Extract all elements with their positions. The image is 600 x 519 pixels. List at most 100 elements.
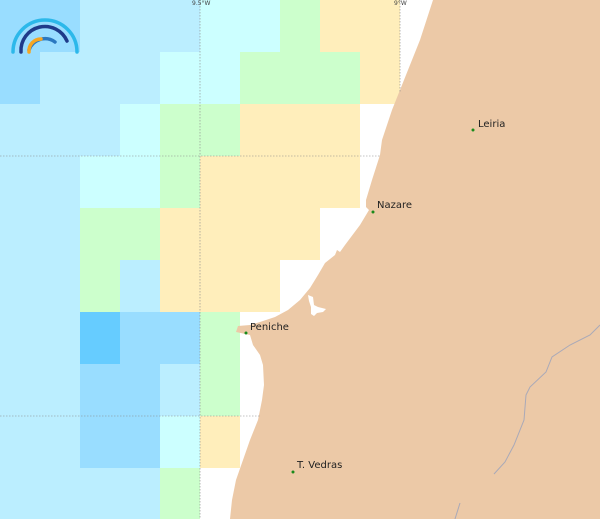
land bbox=[230, 0, 600, 519]
city-t-vedras[interactable]: T. Vedras bbox=[291, 460, 343, 474]
grid-cell bbox=[240, 260, 280, 312]
grid-cell bbox=[320, 52, 360, 104]
grid-cell bbox=[160, 0, 200, 52]
city-peniche[interactable]: Peniche bbox=[244, 322, 289, 335]
grid-cell bbox=[240, 52, 280, 104]
grid-cell bbox=[280, 156, 320, 208]
grid-cell bbox=[200, 104, 240, 156]
grid-cell bbox=[120, 364, 160, 416]
city-marker bbox=[291, 470, 295, 474]
grid-cell bbox=[40, 416, 80, 468]
grid-cell bbox=[40, 52, 80, 104]
grid-cell bbox=[200, 0, 240, 52]
grid-cell bbox=[240, 0, 280, 52]
city-label: T. Vedras bbox=[296, 460, 342, 471]
grid-cell bbox=[0, 156, 40, 208]
grid-cell bbox=[320, 156, 360, 208]
grid-cell bbox=[40, 208, 80, 260]
grid-cell bbox=[160, 208, 200, 260]
city-nazare[interactable]: Nazare bbox=[371, 200, 413, 214]
grid-cell bbox=[200, 416, 240, 468]
grid-cell bbox=[320, 104, 360, 156]
grid-cell bbox=[120, 468, 160, 519]
logo-arc-outer bbox=[11, 18, 79, 54]
grid-cell bbox=[120, 156, 160, 208]
grid-cell bbox=[0, 364, 40, 416]
grid-cell bbox=[80, 156, 120, 208]
city-marker bbox=[471, 128, 475, 132]
river bbox=[454, 502, 461, 519]
cell-grid bbox=[0, 0, 400, 519]
grid-cell bbox=[160, 312, 200, 364]
city-marker bbox=[371, 210, 375, 214]
grid-cell bbox=[0, 312, 40, 364]
grid-cell bbox=[120, 312, 160, 364]
grid-cell bbox=[40, 468, 80, 519]
city-label: Nazare bbox=[377, 200, 412, 211]
grid-cell bbox=[360, 52, 400, 104]
grid-cell bbox=[120, 52, 160, 104]
grid-cell bbox=[240, 208, 280, 260]
graticule bbox=[0, 0, 401, 519]
grid-cell bbox=[360, 0, 400, 52]
grid-cell bbox=[160, 468, 200, 519]
grid-cell bbox=[0, 416, 40, 468]
grid-cell bbox=[120, 104, 160, 156]
grid-cell bbox=[120, 416, 160, 468]
grid-cell bbox=[200, 156, 240, 208]
grid-cell bbox=[80, 468, 120, 519]
wave-arc-logo bbox=[11, 18, 79, 54]
grid-cell bbox=[40, 364, 80, 416]
grid-cell bbox=[160, 52, 200, 104]
grid-cell bbox=[200, 52, 240, 104]
grid-cell bbox=[0, 104, 40, 156]
grid-cell bbox=[80, 364, 120, 416]
lagoon bbox=[308, 295, 326, 316]
longitude-label: 9.5°W bbox=[192, 0, 211, 7]
grid-cell bbox=[280, 104, 320, 156]
grid-cell bbox=[200, 260, 240, 312]
grid-cell bbox=[120, 260, 160, 312]
grid-cell bbox=[0, 468, 40, 519]
grid-cell bbox=[80, 208, 120, 260]
river bbox=[493, 324, 600, 475]
city-label: Peniche bbox=[250, 322, 289, 333]
logo-arc-navy bbox=[19, 24, 69, 54]
grid-cell bbox=[120, 0, 160, 52]
grid-cell bbox=[280, 0, 320, 52]
grid-cell bbox=[80, 416, 120, 468]
grid-cell bbox=[80, 104, 120, 156]
grid-cell bbox=[160, 416, 200, 468]
grid-cell bbox=[40, 156, 80, 208]
grid-cell bbox=[280, 208, 320, 260]
grid-cell bbox=[200, 312, 240, 364]
grid-cell bbox=[240, 104, 280, 156]
grid-cell bbox=[120, 208, 160, 260]
city-label: Leiria bbox=[478, 119, 505, 130]
grid-cell bbox=[40, 104, 80, 156]
grid-cell bbox=[160, 156, 200, 208]
grid-cell bbox=[80, 0, 120, 52]
grid-cell bbox=[0, 260, 40, 312]
grid-cell bbox=[280, 52, 320, 104]
grid-cell bbox=[40, 260, 80, 312]
city-leiria[interactable]: Leiria bbox=[471, 119, 506, 132]
grid-cell bbox=[0, 208, 40, 260]
grid-cell bbox=[200, 208, 240, 260]
grid-cell bbox=[0, 52, 40, 104]
grid-cell bbox=[80, 52, 120, 104]
logo-arc-orange bbox=[27, 37, 43, 54]
grid-cell bbox=[160, 260, 200, 312]
city-marker bbox=[244, 331, 248, 335]
grid-cell bbox=[160, 104, 200, 156]
grid-cell bbox=[80, 312, 120, 364]
grid-cell bbox=[80, 260, 120, 312]
grid-cell bbox=[240, 156, 280, 208]
grid-cell bbox=[320, 0, 360, 52]
longitude-label: 9°W bbox=[394, 0, 407, 7]
grid-cell bbox=[40, 312, 80, 364]
grid-cell bbox=[200, 364, 240, 416]
grid-cell bbox=[160, 364, 200, 416]
